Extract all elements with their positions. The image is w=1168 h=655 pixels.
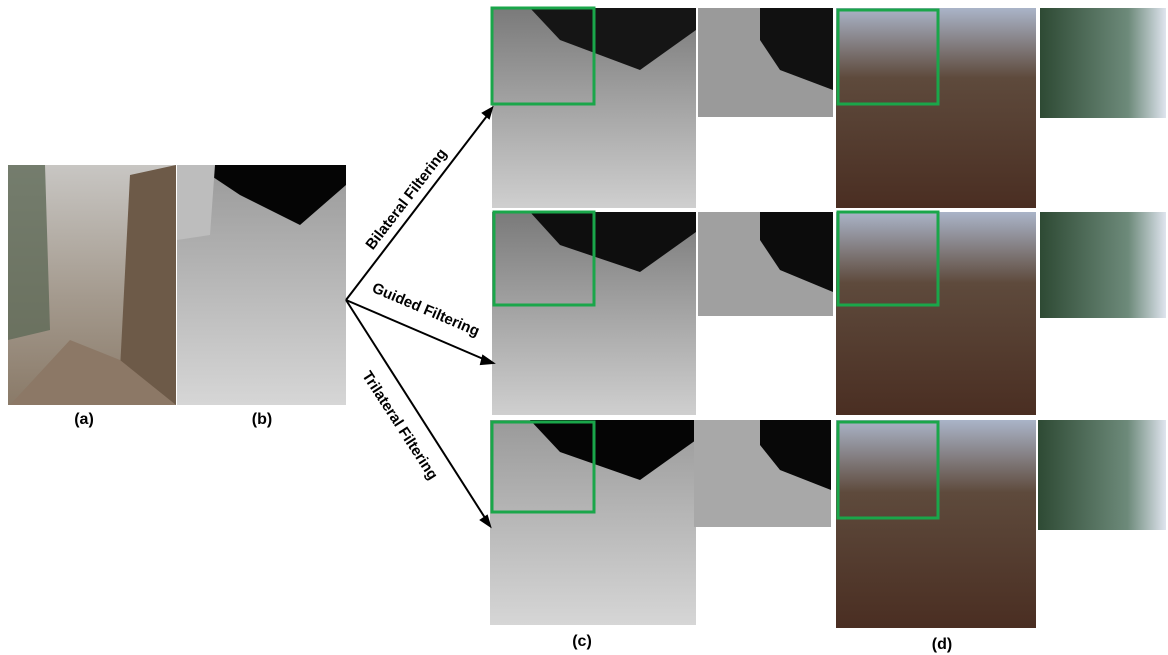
page: Bilateral Filtering Guided Filtering Tri… bbox=[0, 0, 1168, 655]
panel-label: (a) bbox=[74, 411, 94, 428]
hazy-image bbox=[8, 165, 176, 405]
arrow-label: Guided Filtering bbox=[370, 280, 483, 341]
transmission-map bbox=[177, 165, 346, 405]
panel-label: (d) bbox=[932, 636, 952, 653]
panel-label: (b) bbox=[252, 411, 272, 428]
arrow-label: Bilateral Filtering bbox=[362, 145, 450, 253]
row-trilateral bbox=[490, 420, 1166, 628]
figure: Bilateral Filtering Guided Filtering Tri… bbox=[0, 0, 1168, 655]
panel-label: (c) bbox=[572, 633, 592, 650]
